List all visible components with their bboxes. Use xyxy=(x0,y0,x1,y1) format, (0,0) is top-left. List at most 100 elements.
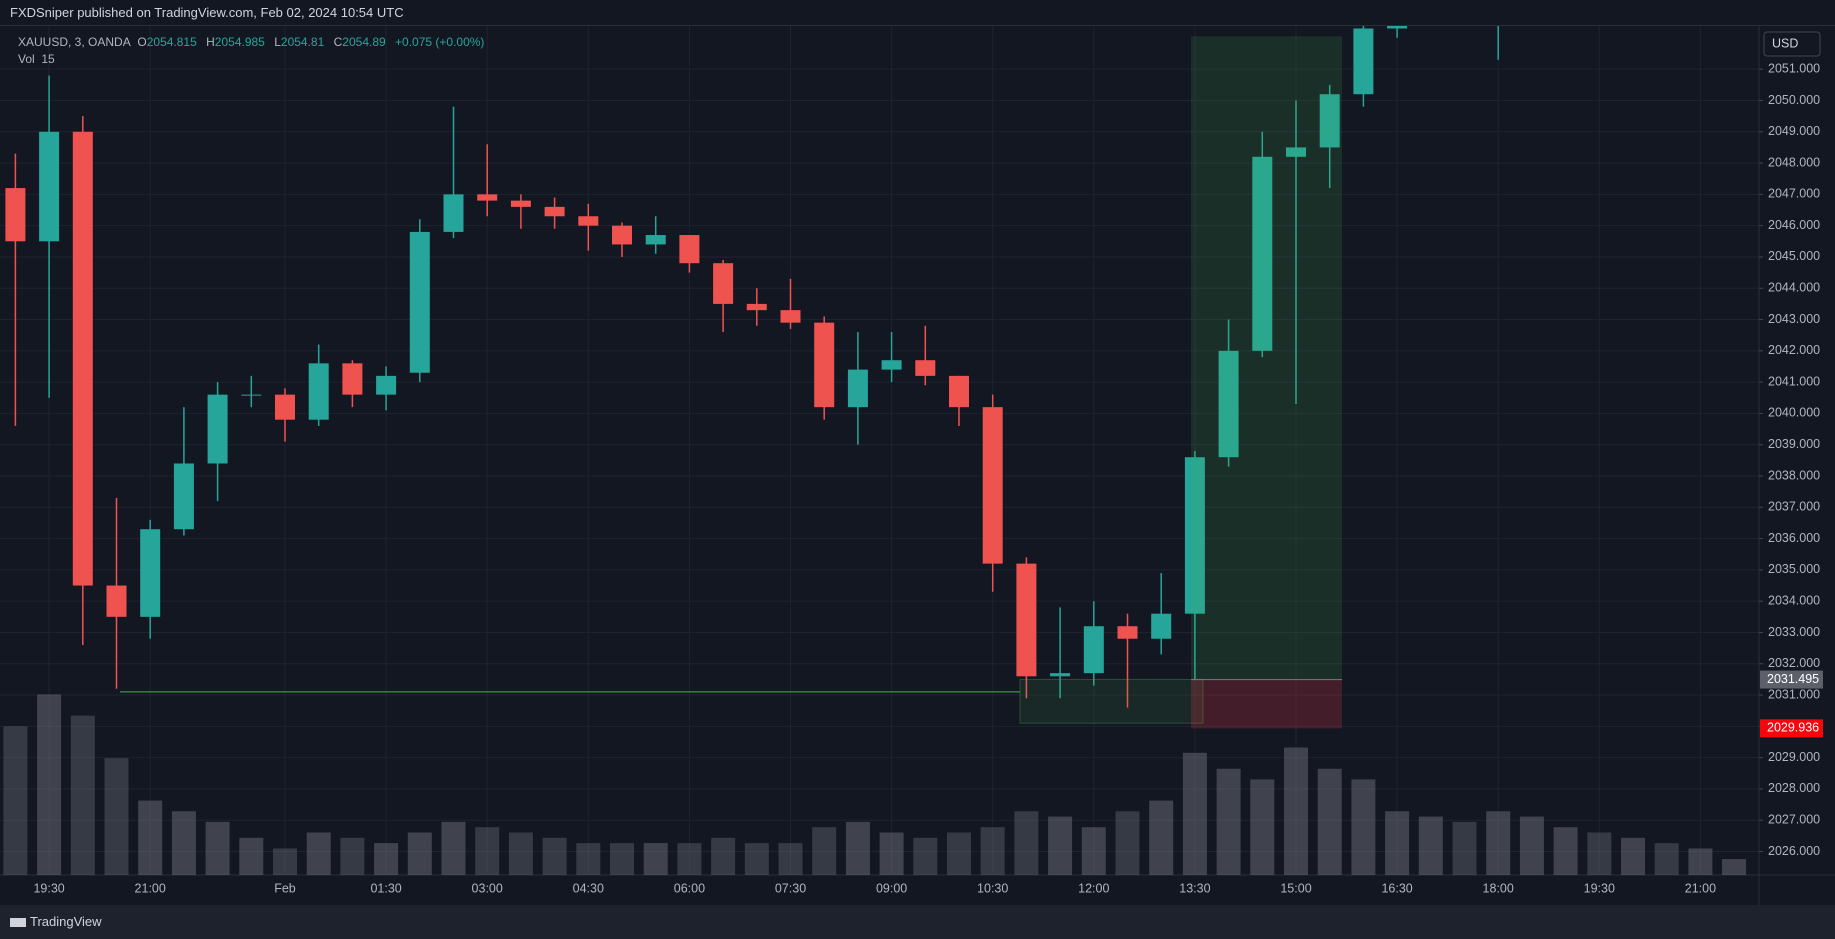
x-tick-label: 04:30 xyxy=(573,881,604,895)
candle-body xyxy=(612,225,632,245)
volume-bar xyxy=(1048,816,1073,875)
volume-bar xyxy=(778,843,803,875)
symbol: XAUUSD, 3, OANDA xyxy=(18,35,131,49)
volume-bar xyxy=(1654,843,1679,875)
candle-body xyxy=(746,303,767,311)
candle-body xyxy=(510,200,531,207)
candle-body xyxy=(847,369,868,408)
volume-bar xyxy=(1149,800,1174,875)
y-tick-label: 2044.000 xyxy=(1768,281,1820,295)
candle-body xyxy=(881,360,902,370)
candle-body xyxy=(443,194,464,232)
volume-bar xyxy=(711,837,736,875)
l-value: 2054.81 xyxy=(280,35,325,49)
volume-bar xyxy=(37,694,62,875)
candle-body xyxy=(949,375,969,408)
candle-body xyxy=(275,394,295,420)
axes: 2026.0002027.0002028.0002029.0002030.000… xyxy=(33,61,1823,895)
candle-body xyxy=(1016,563,1037,677)
footer: TradingView xyxy=(0,905,1835,939)
volume-bar xyxy=(1014,811,1039,875)
candle-body xyxy=(1117,626,1138,639)
candle-body xyxy=(1151,613,1172,639)
entry-price-tag xyxy=(1760,670,1823,689)
volume-bar xyxy=(1081,827,1106,875)
volume-bar xyxy=(845,821,870,875)
x-tick-label: 13:30 xyxy=(1179,881,1210,895)
y-tick-label: 2029.000 xyxy=(1768,750,1820,764)
y-tick-label: 2035.000 xyxy=(1768,562,1820,576)
l-label: L xyxy=(274,35,281,49)
candle-body xyxy=(106,585,127,617)
candle-body xyxy=(207,394,228,464)
volume-bar xyxy=(3,726,28,875)
x-tick-label: 21:00 xyxy=(1685,881,1716,895)
x-tick-label: 06:00 xyxy=(674,881,705,895)
y-tick-label: 2036.000 xyxy=(1768,531,1820,545)
volume-bar xyxy=(104,758,129,875)
volume-bar xyxy=(205,821,230,875)
candle-body xyxy=(915,360,936,376)
candle-body xyxy=(780,310,801,323)
candle-body xyxy=(1083,626,1104,674)
volume-bar xyxy=(1486,811,1511,875)
volume-bar xyxy=(1418,816,1443,875)
y-tick-label: 2037.000 xyxy=(1768,500,1820,514)
brand: TradingView xyxy=(30,914,102,929)
candle-body xyxy=(1050,673,1071,677)
candle-body xyxy=(713,263,734,304)
y-tick-label: 2043.000 xyxy=(1768,312,1820,326)
volume-row: Vol 15 xyxy=(18,51,490,68)
plot xyxy=(3,26,1747,875)
volume-bar xyxy=(1115,811,1140,875)
y-tick-label: 2026.000 xyxy=(1768,844,1820,858)
volume-bar xyxy=(812,827,837,875)
c-value: 2054.89 xyxy=(342,35,386,49)
entry-price-label: 2031.495 xyxy=(1767,672,1819,686)
y-tick-label: 2039.000 xyxy=(1768,437,1820,451)
x-tick-label: 10:30 xyxy=(977,881,1008,895)
candle-body xyxy=(544,206,565,217)
candle-body xyxy=(1218,350,1239,458)
y-tick-label: 2048.000 xyxy=(1768,155,1820,169)
currency[interactable]: USD xyxy=(1772,36,1798,50)
volume-bar xyxy=(1722,859,1747,875)
volume-bar xyxy=(1553,827,1578,875)
volume-bar xyxy=(643,843,668,875)
h-label: H xyxy=(206,35,215,49)
candle-body xyxy=(173,463,194,530)
volume-bar xyxy=(1351,779,1376,875)
currency-button[interactable] xyxy=(1763,31,1821,57)
candle-body xyxy=(39,131,60,242)
x-tick-label: 01:30 xyxy=(370,881,401,895)
stop-price-label: 2029.936 xyxy=(1767,721,1819,735)
volume-bar xyxy=(340,837,365,875)
x-tick-label: 21:00 xyxy=(135,881,166,895)
stop-zone xyxy=(1191,679,1342,729)
o-value: 2054.815 xyxy=(146,35,197,49)
candle-body xyxy=(241,394,262,396)
x-tick-label: Feb xyxy=(274,881,296,895)
y-tick-label: 2041.000 xyxy=(1768,374,1820,388)
volume-bar xyxy=(947,832,971,875)
x-tick-label: 16:30 xyxy=(1381,881,1412,895)
o-label: O xyxy=(137,35,147,49)
candle-body xyxy=(308,363,329,420)
y-tick-label: 2040.000 xyxy=(1768,406,1820,420)
volume-bar xyxy=(913,837,938,875)
volume-bar xyxy=(441,821,466,875)
y-tick-label: 2045.000 xyxy=(1768,249,1820,263)
candle-body xyxy=(1353,28,1374,95)
volume-bar xyxy=(475,827,500,875)
zone-box xyxy=(1019,678,1204,724)
volume-value: 15 xyxy=(41,52,55,66)
volume-bar xyxy=(70,715,95,875)
y-tick-label: 2033.000 xyxy=(1768,625,1820,639)
volume-bar xyxy=(1452,821,1477,875)
candle-body xyxy=(578,216,599,226)
header-text: FXDSniper published on TradingView.com, … xyxy=(10,5,404,20)
y-tick-label: 2050.000 xyxy=(1768,93,1820,107)
x-tick-label: 19:30 xyxy=(33,881,64,895)
candle-body xyxy=(72,131,93,586)
